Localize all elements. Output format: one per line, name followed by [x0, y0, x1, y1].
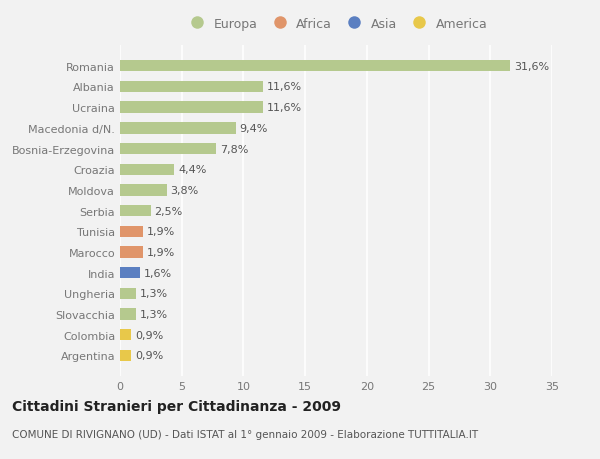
Bar — [120, 102, 263, 113]
Bar — [120, 288, 136, 299]
Bar — [120, 164, 175, 175]
Bar — [120, 309, 136, 320]
Text: Cittadini Stranieri per Cittadinanza - 2009: Cittadini Stranieri per Cittadinanza - 2… — [12, 399, 341, 413]
Bar — [120, 226, 143, 237]
Text: 4,4%: 4,4% — [178, 165, 206, 175]
Bar — [120, 247, 143, 258]
Bar — [120, 185, 167, 196]
Bar — [120, 61, 510, 72]
Text: 3,8%: 3,8% — [170, 185, 199, 196]
Text: 1,9%: 1,9% — [147, 247, 175, 257]
Text: 1,3%: 1,3% — [140, 309, 168, 319]
Text: 1,3%: 1,3% — [140, 289, 168, 299]
Text: 11,6%: 11,6% — [267, 103, 302, 113]
Bar — [120, 206, 151, 217]
Text: 1,9%: 1,9% — [147, 227, 175, 237]
Bar — [120, 82, 263, 93]
Text: 0,9%: 0,9% — [135, 351, 163, 361]
Text: COMUNE DI RIVIGNANO (UD) - Dati ISTAT al 1° gennaio 2009 - Elaborazione TUTTITAL: COMUNE DI RIVIGNANO (UD) - Dati ISTAT al… — [12, 429, 478, 439]
Legend: Europa, Africa, Asia, America: Europa, Africa, Asia, America — [179, 12, 493, 35]
Text: 31,6%: 31,6% — [514, 62, 549, 72]
Bar — [120, 123, 236, 134]
Bar — [120, 330, 131, 341]
Text: 1,6%: 1,6% — [143, 268, 172, 278]
Bar — [120, 268, 140, 279]
Text: 11,6%: 11,6% — [267, 82, 302, 92]
Bar — [120, 350, 131, 361]
Bar — [120, 144, 216, 155]
Text: 9,4%: 9,4% — [240, 123, 268, 134]
Text: 0,9%: 0,9% — [135, 330, 163, 340]
Text: 7,8%: 7,8% — [220, 144, 248, 154]
Text: 2,5%: 2,5% — [155, 206, 183, 216]
